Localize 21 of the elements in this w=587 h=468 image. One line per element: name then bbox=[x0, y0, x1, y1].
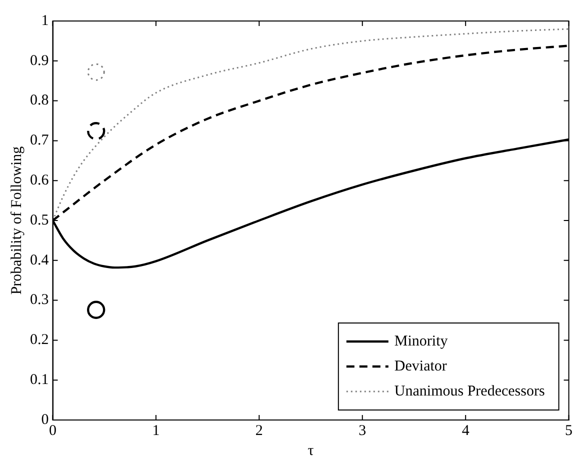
y-tick-label: 0 bbox=[41, 412, 49, 428]
y-tick-label: 0.3 bbox=[30, 292, 49, 308]
y-tick-label: 0.5 bbox=[30, 212, 49, 228]
legend-label: Deviator bbox=[394, 358, 447, 374]
x-tick-label: 4 bbox=[462, 422, 470, 439]
x-tick-label: 5 bbox=[565, 422, 573, 439]
x-tick-label: 1 bbox=[152, 422, 160, 439]
y-axis-title: Probability of Following bbox=[8, 146, 25, 295]
y-tick-label: 1 bbox=[41, 12, 49, 29]
x-tick-label: 2 bbox=[255, 422, 263, 439]
legend-label: Unanimous Predecessors bbox=[394, 383, 545, 400]
x-tick-label: 3 bbox=[358, 422, 366, 439]
y-tick-label: 0.6 bbox=[30, 172, 50, 189]
y-tick-label: 0.2 bbox=[30, 332, 49, 348]
y-tick-label: 0.9 bbox=[30, 52, 49, 69]
y-tick-label: 0.8 bbox=[30, 92, 49, 109]
y-tick-label: 0.7 bbox=[30, 132, 50, 149]
legend-label: Minority bbox=[394, 333, 448, 350]
x-axis-title: τ bbox=[308, 442, 314, 459]
y-tick-label: 0.1 bbox=[30, 372, 49, 388]
y-tick-label: 0.4 bbox=[30, 252, 50, 268]
